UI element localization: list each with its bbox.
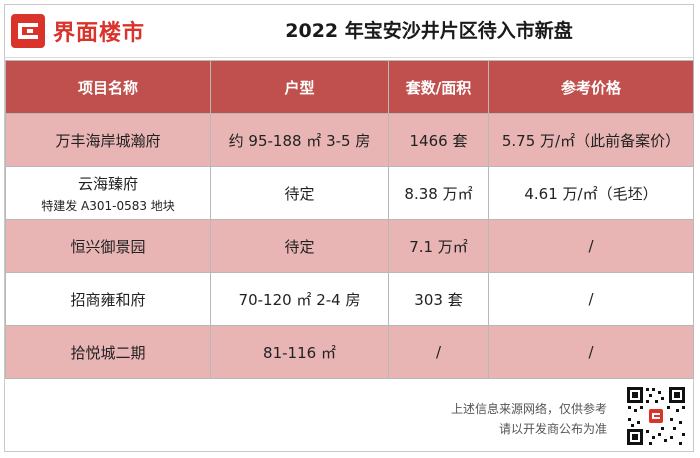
disclaimer-note: 上述信息来源网络，仅供参考 请以开发商公布为准	[450, 402, 607, 436]
unit-count: /	[388, 325, 489, 379]
column-header-unit: 户型	[210, 60, 389, 114]
projects-table: 项目名称 户型 套数/面积 参考价格 万丰海岸城瀚府 约 95-188 ㎡ 3-…	[5, 60, 694, 379]
reference-price: 5.75 万/㎡（此前备案价）	[488, 113, 694, 167]
reference-price: /	[488, 325, 694, 379]
unit-type: 约 95-188 ㎡ 3-5 房	[210, 113, 389, 167]
qr-code-icon[interactable]	[625, 385, 687, 447]
brand-mark-icon	[11, 14, 45, 48]
header: 界面楼市 2022 年宝安沙井片区待入市新盘	[5, 5, 693, 58]
table-row: 云海臻府 特建发 A301-0583 地块 待定 8.38 万㎡ 4.61 万/…	[5, 166, 694, 220]
brand-logo: 界面楼市	[11, 14, 145, 48]
infographic-card: 界面楼市 2022 年宝安沙井片区待入市新盘 项目名称 户型 套数/面积 参考价…	[4, 4, 694, 452]
column-header-name: 项目名称	[5, 60, 211, 114]
table-header-row: 项目名称 户型 套数/面积 参考价格	[5, 60, 694, 114]
reference-price: 4.61 万/㎡（毛坯）	[488, 166, 694, 220]
unit-count: 303 套	[388, 272, 489, 326]
project-name: 云海臻府 特建发 A301-0583 地块	[5, 166, 211, 220]
table-row: 万丰海岸城瀚府 约 95-188 ㎡ 3-5 房 1466 套 5.75 万/㎡…	[5, 113, 694, 167]
project-name: 拾悦城二期	[5, 325, 211, 379]
reference-price: /	[488, 272, 694, 326]
column-header-price: 参考价格	[488, 60, 694, 114]
unit-type: 81-116 ㎡	[210, 325, 389, 379]
footer: 上述信息来源网络，仅供参考 请以开发商公布为准	[5, 377, 693, 451]
unit-count: 7.1 万㎡	[388, 219, 489, 273]
project-name: 恒兴御景园	[5, 219, 211, 273]
table-row: 恒兴御景园 待定 7.1 万㎡ /	[5, 219, 694, 273]
column-header-count: 套数/面积	[388, 60, 489, 114]
page-title: 2022 年宝安沙井片区待入市新盘	[285, 20, 573, 42]
unit-type: 70-120 ㎡ 2-4 房	[210, 272, 389, 326]
table-row: 招商雍和府 70-120 ㎡ 2-4 房 303 套 /	[5, 272, 694, 326]
unit-count: 8.38 万㎡	[388, 166, 489, 220]
unit-type: 待定	[210, 219, 389, 273]
table-row: 拾悦城二期 81-116 ㎡ / /	[5, 325, 694, 379]
unit-count: 1466 套	[388, 113, 489, 167]
project-plot-code: 特建发 A301-0583 地块	[41, 198, 175, 213]
project-name: 招商雍和府	[5, 272, 211, 326]
reference-price: /	[488, 219, 694, 273]
brand-name: 界面楼市	[53, 21, 146, 46]
unit-type: 待定	[210, 166, 389, 220]
project-name: 万丰海岸城瀚府	[5, 113, 211, 167]
